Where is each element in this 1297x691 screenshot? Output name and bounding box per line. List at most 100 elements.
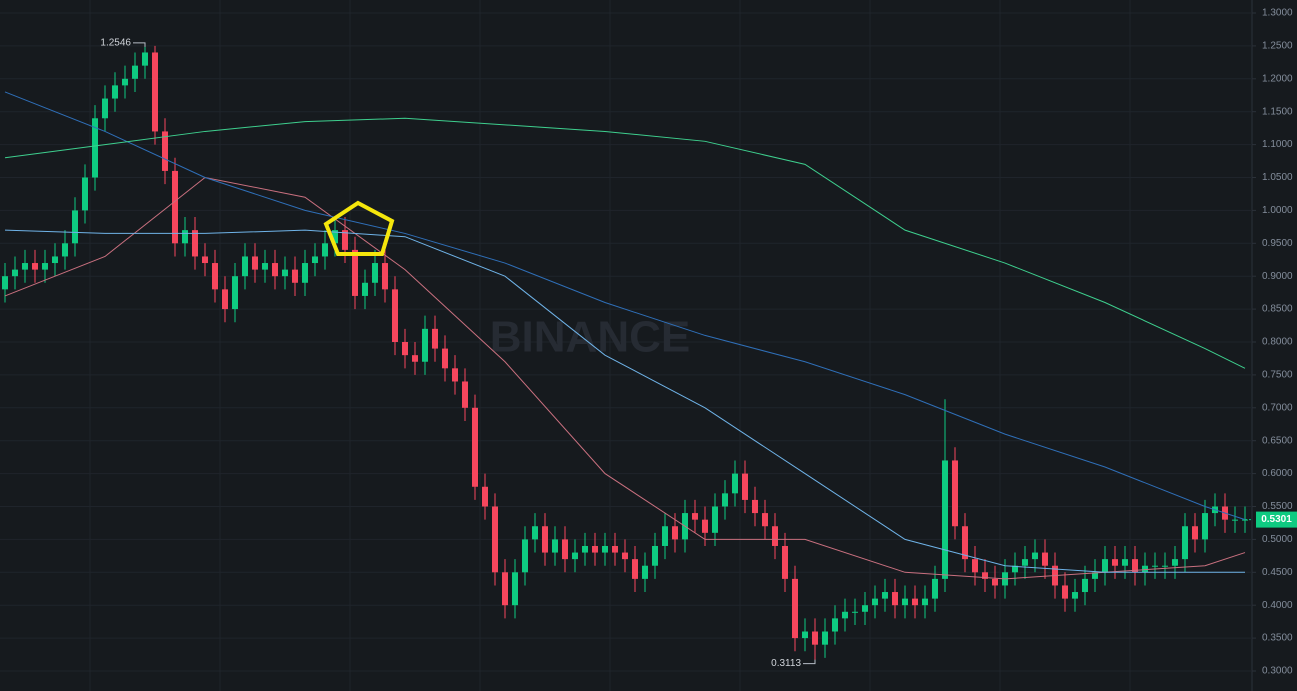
candle-body: [1082, 578, 1088, 593]
candle-body: [1072, 592, 1078, 599]
candle-body: [792, 578, 798, 639]
watermark: BINANCE: [490, 313, 690, 362]
y-tick-label: 0.5000: [1262, 534, 1293, 545]
candle-body: [832, 618, 838, 632]
candle-body: [762, 513, 768, 527]
candle-body: [902, 598, 908, 606]
candle-body: [272, 263, 278, 277]
y-tick-label: 0.7500: [1262, 370, 1293, 381]
candle-body: [702, 519, 708, 533]
candle-body: [72, 210, 78, 244]
candle-body: [852, 611, 858, 613]
candles: [2, 42, 1248, 664]
candle-body: [782, 545, 788, 579]
moving-average: [4, 91, 1246, 521]
y-tick-label: 1.2500: [1262, 41, 1293, 52]
candle-body: [452, 368, 458, 382]
candle-body: [422, 328, 428, 362]
candle-body: [992, 578, 998, 586]
candle-body: [582, 545, 588, 553]
candle-body: [1022, 559, 1028, 566]
candle-body: [662, 526, 668, 546]
candle-body: [1202, 513, 1208, 540]
candle-body: [822, 631, 828, 645]
candle-body: [982, 572, 988, 579]
candle-body: [882, 592, 888, 599]
candle-body: [242, 256, 248, 277]
candle-body: [962, 526, 968, 560]
last-price-box: [1256, 511, 1297, 528]
candle-body: [232, 276, 238, 310]
candle-body: [112, 85, 118, 99]
candle-body: [1132, 559, 1138, 573]
candle-body: [712, 506, 718, 533]
candle-body: [462, 381, 468, 408]
y-tick-label: 0.4500: [1262, 567, 1293, 578]
candle-body: [512, 572, 518, 606]
candle-body: [442, 348, 448, 369]
y-tick-label: 0.8500: [1262, 304, 1293, 315]
candle-body: [362, 282, 368, 296]
candle-body: [552, 539, 558, 553]
grid: [0, 0, 1252, 691]
candle-body: [342, 230, 348, 250]
candle-body: [602, 545, 608, 553]
candle-body: [12, 269, 18, 277]
candle-body: [1092, 572, 1098, 579]
candle-body: [772, 526, 778, 546]
candle-body: [42, 263, 48, 270]
candle-body: [912, 598, 918, 606]
candle-body: [1232, 519, 1238, 521]
candle-body: [1102, 559, 1108, 573]
moving-average: [4, 176, 1246, 580]
candle-body: [1122, 559, 1128, 566]
candle-body: [2, 276, 8, 290]
y-tick-label: 0.9000: [1262, 271, 1293, 282]
candle-body: [332, 230, 338, 244]
moving-average: [4, 117, 1246, 369]
candle-body: [282, 269, 288, 277]
candle-body: [742, 473, 748, 500]
candle-body: [732, 473, 738, 494]
candle-body: [622, 552, 628, 560]
candle-body: [182, 230, 188, 244]
candle-body: [192, 230, 198, 257]
candle-body: [562, 539, 568, 560]
candle-body: [382, 263, 388, 290]
high-label: 1.2546: [100, 38, 131, 49]
candle-body: [1192, 526, 1198, 540]
y-tick-label: 0.3000: [1262, 666, 1293, 677]
candle-body: [322, 243, 328, 257]
candle-body: [122, 78, 128, 86]
y-tick-label: 0.8000: [1262, 337, 1293, 348]
candle-body: [612, 545, 618, 553]
y-tick-label: 0.9500: [1262, 238, 1293, 249]
candle-body: [82, 177, 88, 211]
low-marker: [803, 659, 816, 665]
candle-body: [942, 460, 948, 579]
candle-body: [22, 263, 28, 270]
candle-body: [162, 131, 168, 171]
y-tick-label: 0.6500: [1262, 435, 1293, 446]
candle-body: [1012, 565, 1018, 573]
candle-body: [172, 170, 178, 244]
candle-body: [52, 256, 58, 264]
y-tick-label: 1.0000: [1262, 205, 1293, 216]
candle-body: [952, 460, 958, 527]
candle-body: [632, 559, 638, 579]
candle-body: [1152, 565, 1158, 567]
candle-body: [652, 545, 658, 566]
candle-body: [1042, 552, 1048, 566]
candle-body: [472, 407, 478, 487]
candle-body: [542, 526, 548, 553]
candle-body: [532, 526, 538, 540]
candle-body: [482, 486, 488, 507]
y-tick-label: 1.3000: [1262, 8, 1293, 19]
candle-body: [292, 269, 298, 283]
candle-body: [672, 526, 678, 540]
candle-body: [812, 631, 818, 645]
highlight-pentagon: [323, 200, 395, 256]
